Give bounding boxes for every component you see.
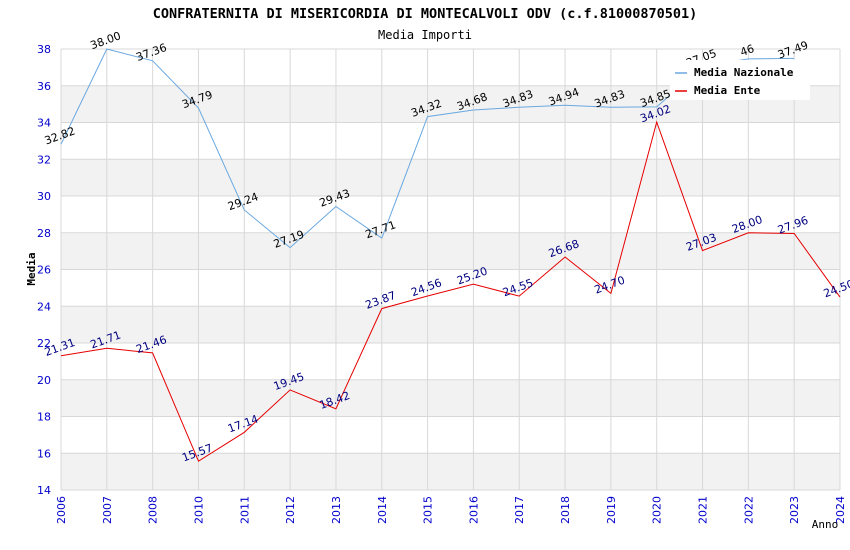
chart-subtitle: Media Importi (378, 28, 472, 42)
data-label: 24.50 (822, 277, 850, 300)
x-tick-label: 2018 (559, 496, 572, 524)
x-tick-label: 2012 (284, 496, 297, 524)
y-tick-label: 28 (37, 227, 51, 240)
grid-band (61, 232, 840, 270)
grid-band (61, 453, 840, 490)
x-tick-label: 2006 (55, 496, 68, 524)
x-tick-label: 2020 (651, 496, 664, 524)
legend-label-media-nazionale: Media Nazionale (694, 66, 794, 79)
y-axis-label: Media (25, 252, 38, 285)
grid-band (61, 306, 840, 343)
x-tick-label: 2010 (192, 496, 205, 524)
x-tick-label: 2016 (467, 496, 480, 524)
x-tick-label: 2014 (376, 496, 389, 524)
y-tick-label: 30 (37, 190, 51, 203)
legend: Media Nazionale Media Ente (670, 60, 810, 100)
x-tick-label: 2023 (788, 496, 801, 524)
y-tick-label: 14 (37, 484, 51, 497)
y-axis-ticks: 14 16 18 20 22 24 26 28 30 32 34 36 38 (37, 43, 51, 497)
grid-bands (61, 85, 840, 490)
x-tick-label: 2013 (330, 496, 343, 524)
x-tick-label: 2021 (697, 496, 710, 524)
x-axis-ticks: 2006 2007 2008 2010 2011 2012 2013 2014 2015 2016… (55, 496, 847, 524)
x-tick-label: 2015 (422, 496, 435, 524)
x-tick-label: 2019 (605, 496, 618, 524)
data-label: 24.56 (409, 276, 443, 299)
y-tick-label: 26 (37, 264, 51, 277)
data-label: 46 (738, 42, 756, 59)
data-label: 24.70 (593, 274, 627, 297)
grid-band (61, 379, 840, 417)
legend-box (670, 60, 810, 100)
legend-label-media-ente: Media Ente (694, 84, 761, 97)
x-tick-label: 2024 (834, 496, 847, 524)
y-tick-label: 38 (37, 43, 51, 56)
y-tick-label: 32 (37, 153, 51, 166)
y-tick-label: 22 (37, 337, 51, 350)
y-tick-label: 16 (37, 447, 51, 460)
gridlines (60, 48, 841, 491)
y-tick-label: 36 (37, 80, 51, 93)
y-tick-label: 18 (37, 411, 51, 424)
grid-band (61, 159, 840, 196)
series-line-1 (60, 120, 841, 462)
y-tick-label: 34 (37, 117, 51, 130)
x-tick-label: 2007 (101, 496, 114, 524)
y-tick-label: 24 (37, 300, 51, 313)
x-axis-label: Anno (812, 518, 839, 531)
x-tick-label: 2008 (147, 496, 160, 524)
x-tick-label: 2017 (513, 496, 526, 524)
x-tick-label: 2022 (742, 496, 755, 524)
x-tick-label: 2011 (238, 496, 251, 524)
chart-title: CONFRATERNITA DI MISERICORDIA DI MONTECA… (153, 6, 698, 22)
y-tick-label: 20 (37, 374, 51, 387)
